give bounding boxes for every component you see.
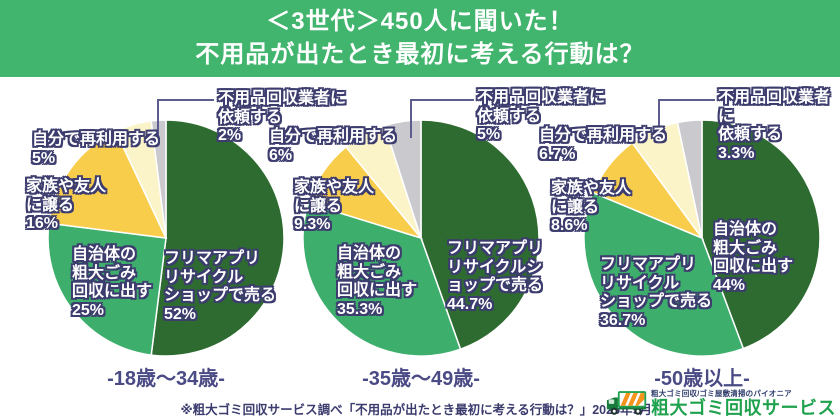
pie-chart-50-plus (583, 119, 821, 357)
title-banner: ＜3世代＞450人に聞いた！ 不用品が出たとき最初に考える行動は？ (0, 0, 840, 77)
slice-label: 家族や友人 に譲る 8.6% (551, 180, 632, 234)
brand-logo: 粗大ゴミ回収/ゴミ屋敷清掃のパイオニア 粗大ゴミ回収サービス (606, 389, 836, 417)
slice-label: 家族や友人 に譲る 16% (26, 178, 107, 232)
slice-label: 不用品回収業者に 依頼する 5% (477, 89, 606, 143)
slice-label: 不用品回収業者に 依頼する 2% (218, 90, 347, 144)
leader-line (658, 99, 715, 101)
pie-slice (676, 119, 703, 239)
slice-label: 自分で再利用する 6.7% (539, 127, 668, 163)
pie-slice (383, 119, 422, 239)
slice-label: 家族や友人 に譲る 9.3% (294, 179, 375, 233)
title-line-2: 不用品が出たとき最初に考える行動は？ (195, 41, 645, 68)
age-group-label: -35歳〜49歳- (362, 368, 480, 390)
leader-line (410, 99, 412, 138)
pie-slice (701, 119, 821, 350)
slice-label: フリマアプリ リサイクル ショップで売る 36.7% (600, 256, 713, 329)
brand-name: 粗大ゴミ回収サービス (651, 398, 836, 418)
brand-tagline: 粗大ゴミ回収/ゴミ屋敷清掃のパイオニア (651, 388, 792, 398)
truck-icon (606, 391, 647, 415)
age-group-label: -18歳〜34歳- (107, 368, 225, 390)
slice-label: 自治体の 粗大ごみ 回収に出す 44% (713, 221, 794, 294)
leader-line (157, 99, 214, 101)
slice-label: 自治体の 粗大ごみ 回収に出す 35.3% (337, 245, 418, 318)
pie-chart-35-49 (302, 119, 540, 357)
slice-label: フリマアプリ リサイクルシ ョップで売る 44.7% (447, 240, 544, 313)
title-line-1: ＜3世代＞450人に聞いた！ (266, 8, 574, 35)
age-group-label: -50歳以上- (654, 368, 750, 390)
slice-label: 自分で再利用する 5% (32, 131, 161, 167)
leader-line (157, 99, 159, 139)
slice-label: 自治体の 粗大ごみ 回収に出す 25% (72, 246, 153, 319)
slice-label: 不用品回収業者に 依頼する 3.3% (718, 89, 831, 162)
source-note: ※粗大ゴミ回収サービス調べ「不用品が出たとき最初に考える行動は？」2025年9月 (180, 403, 652, 417)
leader-line (410, 99, 474, 101)
pie-slice (420, 119, 540, 351)
pie-slice (48, 130, 168, 239)
pie-slice (583, 191, 745, 357)
slice-label: フリマアプリ リサイクル ショップで売る 52% (164, 250, 277, 323)
pie-slice (47, 222, 167, 356)
pie-slice (302, 202, 462, 357)
pie-slice (150, 119, 285, 357)
slice-label: 自分で再利用する 6% (269, 128, 398, 164)
leader-line (658, 99, 660, 140)
